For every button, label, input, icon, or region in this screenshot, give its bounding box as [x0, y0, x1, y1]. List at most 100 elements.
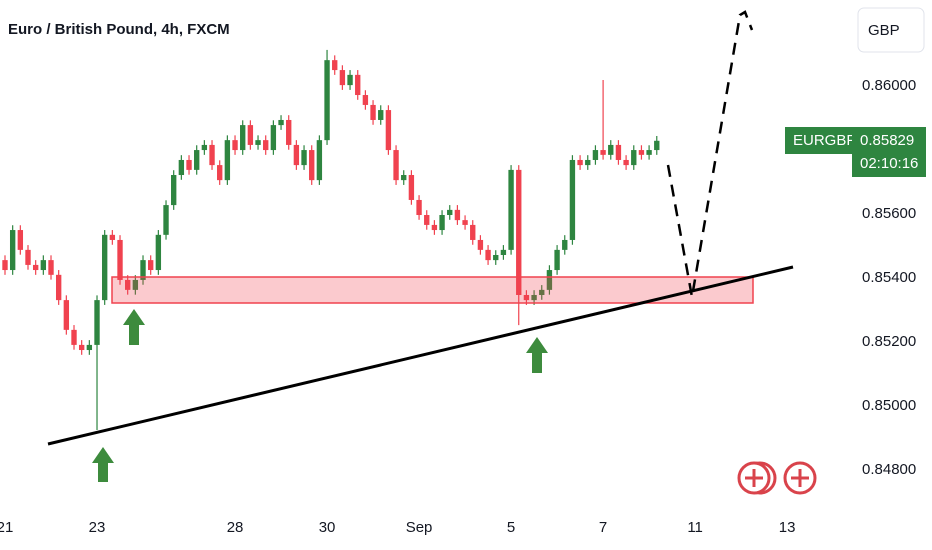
- candle-body: [86, 344, 93, 351]
- y-tick-label: 0.85600: [862, 205, 916, 222]
- candle-body: [470, 224, 476, 240]
- x-tick-label: 23: [89, 519, 106, 536]
- candle-body: [194, 150, 200, 170]
- candle-body: [301, 150, 307, 166]
- candle-body: [554, 249, 560, 271]
- candle-body: [101, 234, 108, 301]
- candle-body: [125, 279, 131, 290]
- candle-body: [140, 260, 146, 280]
- candle-body: [316, 140, 323, 181]
- candle-body: [270, 125, 277, 151]
- candle-body: [654, 140, 660, 151]
- price-tag: [852, 127, 926, 177]
- candle-body: [178, 159, 185, 176]
- candle-body: [201, 144, 208, 151]
- candle-body: [78, 344, 85, 351]
- y-tick-label: 0.84800: [862, 461, 916, 478]
- up-arrow: [123, 309, 145, 345]
- candle-body: [623, 159, 629, 166]
- x-tick-label: 5: [507, 519, 515, 536]
- candle-body: [523, 294, 530, 301]
- candle-body: [585, 159, 591, 166]
- y-tick-label: 0.85200: [862, 333, 916, 350]
- up-arrow: [92, 447, 114, 482]
- candle-body: [48, 260, 54, 275]
- candle-body: [638, 150, 645, 155]
- candle-body: [477, 239, 484, 250]
- candle-body: [186, 159, 192, 170]
- price-axis: [850, 0, 932, 550]
- candle-body: [132, 279, 139, 290]
- candle-body: [631, 150, 637, 166]
- candle-body: [209, 144, 215, 166]
- candle-body: [155, 234, 162, 271]
- x-tick-label: 11: [687, 519, 703, 536]
- y-tick-label: 0.85000: [862, 397, 916, 414]
- candle-body: [55, 274, 62, 301]
- candle-body: [378, 110, 384, 120]
- chart-title: Euro / British Pound, 4h, FXCM: [8, 21, 230, 38]
- arrows: [92, 309, 548, 482]
- candle-body: [424, 215, 430, 225]
- candle-body: [286, 119, 292, 145]
- candle-body: [592, 150, 599, 160]
- candle-body: [247, 125, 254, 145]
- candle-body: [539, 289, 545, 295]
- candle-body: [2, 260, 8, 271]
- candle-body: [339, 70, 346, 86]
- currency-label[interactable]: GBP: [868, 22, 900, 39]
- candle-body: [63, 300, 70, 330]
- flags: [737, 461, 817, 495]
- candle-body: [615, 144, 622, 160]
- candle-body: [393, 150, 399, 181]
- candle-body: [171, 175, 177, 206]
- candle-body: [309, 150, 315, 181]
- candle-body: [493, 255, 499, 261]
- candle-body: [600, 150, 606, 155]
- currency-button[interactable]: [857, 7, 925, 53]
- candle-body: [240, 125, 246, 151]
- candle-body: [40, 260, 47, 271]
- candle-body: [401, 175, 407, 181]
- candle-body: [224, 140, 231, 181]
- candle-body: [454, 209, 461, 221]
- candle-body: [462, 220, 468, 225]
- y-tick-label: 0.86000: [862, 77, 916, 94]
- last-price: 0.85829: [860, 132, 914, 149]
- candle-body: [431, 224, 438, 231]
- x-tick-label: 21: [0, 519, 13, 536]
- candle-body: [32, 264, 39, 271]
- candle-body: [531, 294, 537, 301]
- candle-body: [117, 239, 123, 280]
- candle-body: [608, 144, 614, 155]
- candle-body: [362, 95, 369, 105]
- countdown: 02:10:16: [860, 155, 918, 172]
- y-tick-label: 0.85400: [862, 269, 916, 286]
- candle-body: [71, 329, 77, 345]
- candle-body: [25, 249, 31, 265]
- candle-body: [485, 249, 491, 261]
- support-zone: [111, 276, 754, 304]
- candle-body: [332, 60, 338, 71]
- x-tick-label: Sep: [406, 519, 433, 536]
- candle-body: [500, 249, 507, 255]
- candle-body: [370, 104, 376, 120]
- candle-body: [546, 270, 553, 290]
- candle-body: [416, 199, 422, 216]
- candle-body: [408, 175, 415, 200]
- candle-body: [355, 74, 361, 96]
- candle-body: [508, 169, 514, 250]
- flag-cross: [745, 469, 763, 487]
- x-tick-label: 13: [779, 519, 796, 536]
- symbol-label: EURGBP: [793, 132, 856, 149]
- candle-body: [255, 140, 261, 145]
- candle-body: [109, 234, 116, 240]
- candle-body: [148, 260, 154, 271]
- candle-body: [17, 230, 24, 250]
- candle-body: [232, 140, 238, 151]
- candle-body: [324, 60, 330, 141]
- candle-body: [385, 110, 392, 151]
- candle-body: [516, 169, 522, 295]
